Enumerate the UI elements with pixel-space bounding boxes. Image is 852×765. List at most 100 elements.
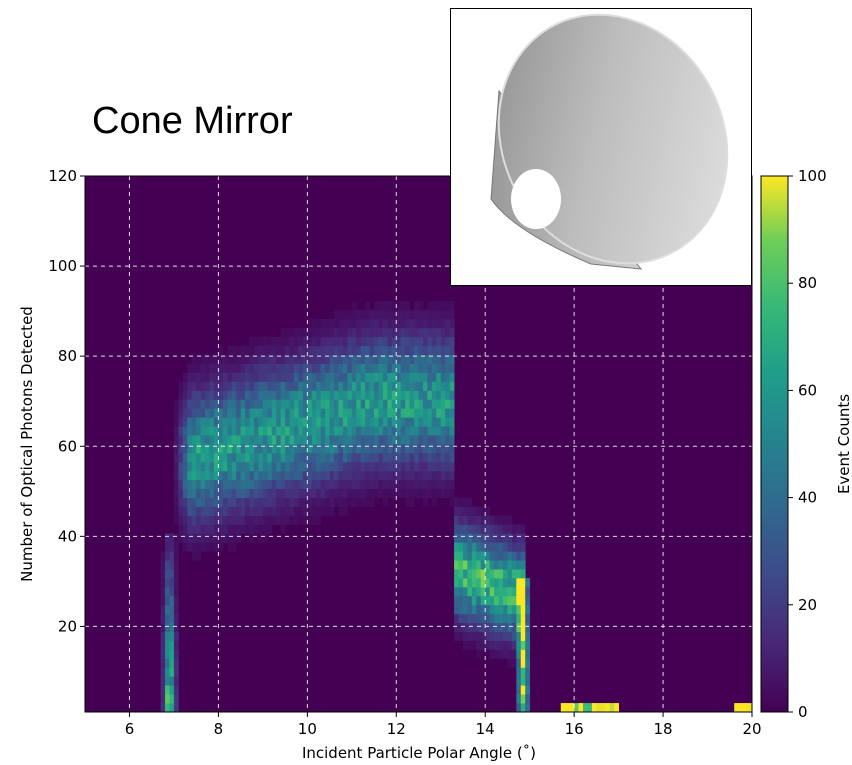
heatmap-cell <box>405 399 411 409</box>
heatmap-cell <box>431 497 437 507</box>
heatmap-cell <box>271 345 277 356</box>
heatmap-cell <box>253 479 259 490</box>
heatmap-cell <box>285 336 290 347</box>
heatmap-cell <box>311 363 317 373</box>
heatmap-cell <box>422 336 428 347</box>
heatmap-cell <box>374 301 379 311</box>
heatmap-cell <box>178 470 184 481</box>
heatmap-cell <box>200 524 206 534</box>
heatmap-cell <box>231 488 237 498</box>
heatmap-cell <box>516 703 522 713</box>
heatmap-cell <box>267 354 273 364</box>
heatmap-cell <box>311 336 317 347</box>
heatmap-cell <box>387 310 393 320</box>
heatmap-cell <box>316 488 322 498</box>
heatmap-cell <box>454 506 459 516</box>
heatmap-cell <box>391 327 397 338</box>
heatmap-cell <box>293 327 299 338</box>
heatmap-cell <box>222 363 228 373</box>
heatmap-cell <box>311 318 317 329</box>
heatmap-cell <box>173 470 179 481</box>
heatmap-cell <box>422 452 428 463</box>
heatmap-cell <box>182 452 188 463</box>
heatmap-cell <box>293 435 299 445</box>
heatmap-cell <box>271 363 277 373</box>
heatmap-cell <box>480 542 486 552</box>
heatmap-cell <box>387 426 393 436</box>
heatmap-cell <box>227 381 233 391</box>
heatmap-cell <box>187 426 193 436</box>
heatmap-cell <box>494 586 499 597</box>
heatmap-cell <box>334 435 339 445</box>
heatmap-cell <box>409 381 415 391</box>
axes-frame <box>84 175 753 713</box>
heatmap-cell <box>458 604 464 615</box>
heatmap-cell <box>382 399 388 409</box>
heatmap-cell <box>414 381 419 391</box>
heatmap-cell <box>276 363 282 373</box>
heatmap-cell <box>436 381 442 391</box>
heatmap-cell <box>245 479 250 490</box>
heatmap-cell <box>262 479 268 490</box>
heatmap-cell <box>502 649 508 659</box>
heatmap-cell <box>213 372 219 382</box>
heatmap-cell <box>311 506 317 516</box>
heatmap-cell <box>396 390 402 400</box>
heatmap-cell <box>396 372 402 382</box>
heatmap-cell <box>289 363 295 373</box>
heatmap-cell <box>431 363 437 373</box>
heatmap-cell <box>418 452 424 463</box>
heatmap-cell <box>485 551 491 561</box>
heatmap-cell <box>440 452 446 463</box>
heatmap-cell <box>436 426 442 436</box>
heatmap-cell <box>218 345 224 356</box>
heatmap-cell <box>253 452 259 463</box>
heatmap-cell <box>360 435 366 445</box>
heatmap-cell <box>436 417 442 427</box>
heatmap-cell <box>276 444 282 454</box>
heatmap-cell <box>191 542 197 552</box>
heatmap-cell <box>200 435 206 445</box>
heatmap-cell <box>396 399 402 409</box>
heatmap-cell <box>596 703 602 713</box>
heatmap-cell <box>427 310 433 320</box>
heatmap-cell <box>391 345 397 356</box>
heatmap-cell <box>525 586 531 597</box>
heatmap-cell <box>191 435 197 445</box>
heatmap-cell <box>200 417 206 427</box>
heatmap-cell <box>387 372 393 382</box>
heatmap-cell <box>738 703 744 713</box>
heatmap-cell <box>213 452 219 463</box>
heatmap-cell <box>271 399 277 409</box>
heatmap-cell <box>387 417 393 427</box>
heatmap-cell <box>480 613 486 624</box>
heatmap-cell <box>240 461 246 472</box>
heatmap-cell <box>276 336 282 347</box>
heatmap-cell <box>347 461 353 472</box>
heatmap-cell <box>182 399 188 409</box>
heatmap-cell <box>258 426 264 436</box>
heatmap-cell <box>196 479 202 490</box>
heatmap-cell <box>334 318 339 329</box>
heatmap-cell <box>462 497 468 507</box>
heatmap-cell <box>342 336 348 347</box>
heatmap-cell <box>285 452 290 463</box>
heatmap-cell <box>236 426 242 436</box>
heatmap-cell <box>280 479 286 490</box>
heatmap-cell <box>231 354 237 364</box>
heatmap-cell <box>173 515 179 525</box>
heatmap-cell <box>334 444 339 454</box>
heatmap-cell <box>378 363 384 373</box>
heatmap-cell <box>227 452 233 463</box>
heatmap-cell <box>414 488 419 498</box>
heatmap-cell <box>240 452 246 463</box>
heatmap-cell <box>431 461 437 472</box>
heatmap-cell <box>342 390 348 400</box>
heatmap-cell <box>245 435 250 445</box>
heatmap-cell <box>396 435 402 445</box>
heatmap-cell <box>240 488 246 498</box>
heatmap-cell <box>445 354 451 364</box>
heatmap-cell <box>316 452 322 463</box>
heatmap-cell <box>382 435 388 445</box>
